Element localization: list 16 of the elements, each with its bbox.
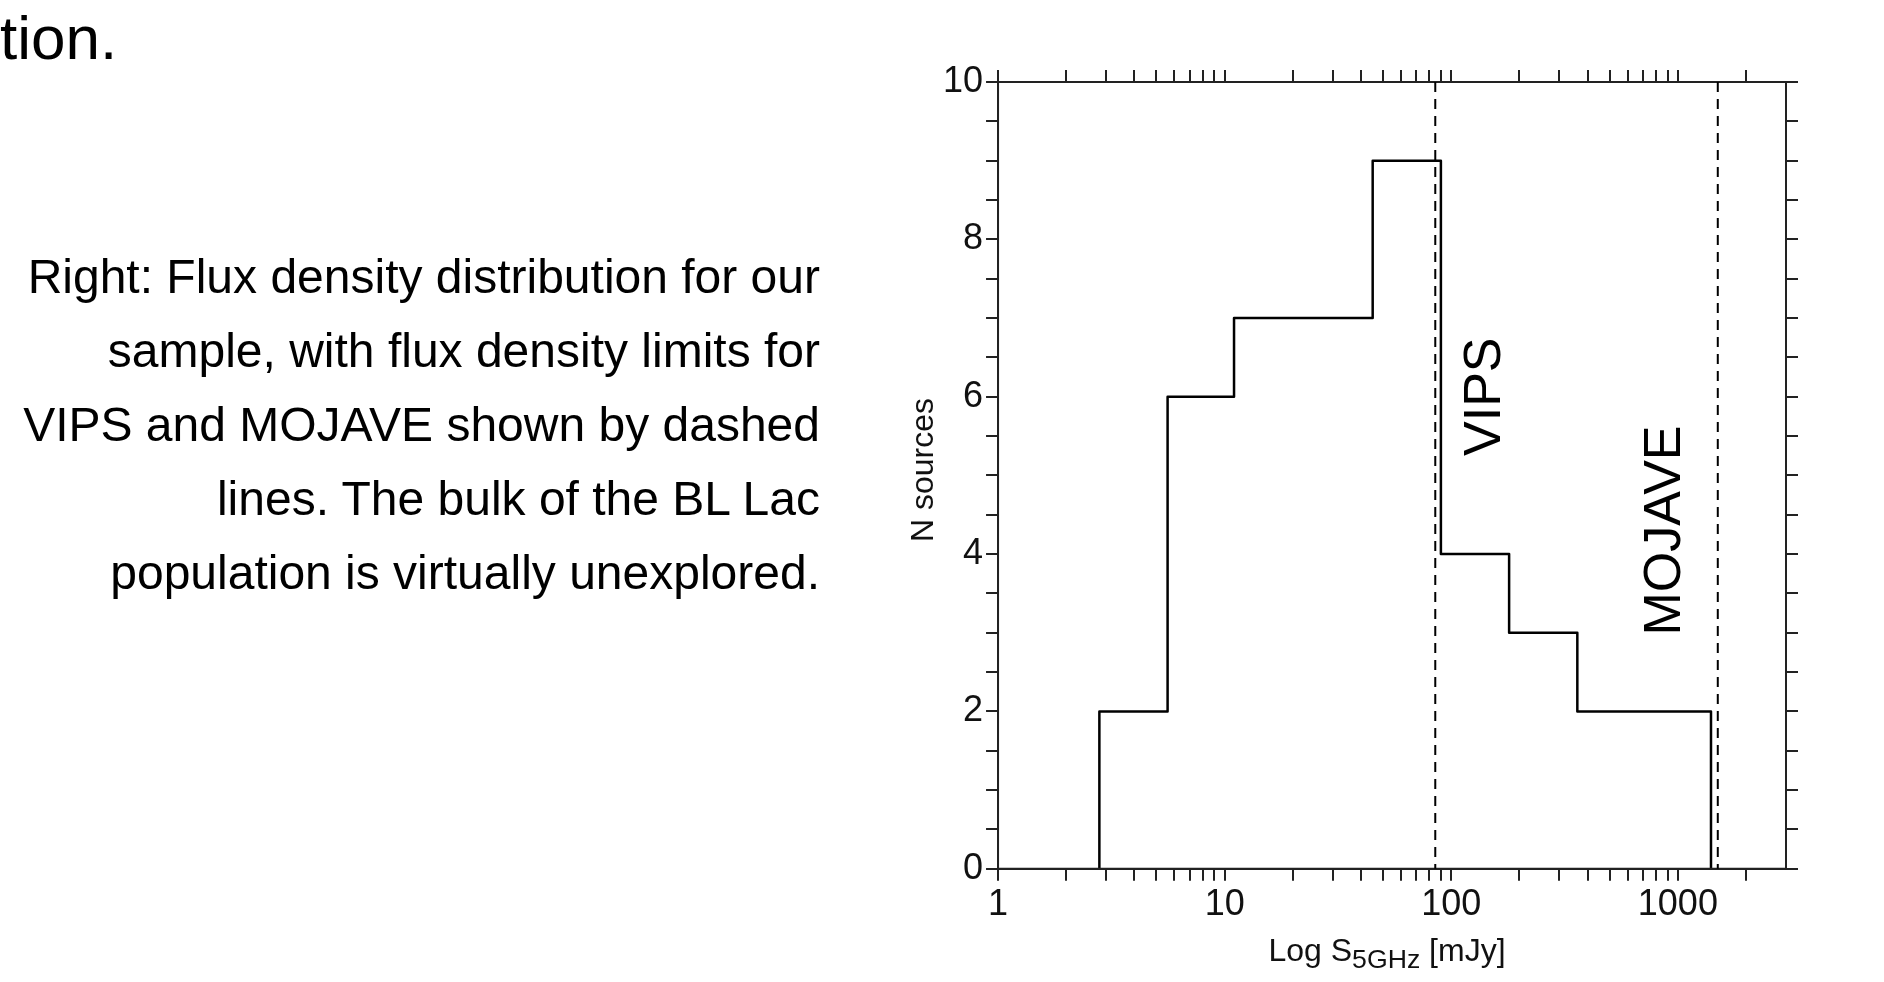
y-tick-label: 8 — [963, 216, 984, 258]
ref-line-label: MOJAVE — [1633, 425, 1692, 636]
y-tick-label: 6 — [963, 373, 984, 415]
x-tick-label: 1 — [988, 882, 1009, 924]
x-tick-label: 1000 — [1637, 882, 1718, 924]
text: tion. — [0, 3, 118, 73]
y-tick-label: 0 — [963, 845, 984, 887]
x-tick-label: 100 — [1421, 882, 1482, 924]
y-tick-label: 2 — [963, 688, 984, 730]
ref-line-label: VIPS — [1452, 337, 1511, 456]
y-axis-title: N sources — [903, 397, 941, 543]
x-tick-label: 10 — [1204, 882, 1245, 924]
x-axis-title: Log S$_{5GHz}$ [mJy] — [1268, 932, 1506, 976]
text: Right: Flux density distribution for our sample, with flux density limits for VIPS and MOJAVE shown by dashed lines. The bulk of the BL Lac population is virtually unexplored. — [22, 249, 820, 601]
y-tick-label: 4 — [963, 531, 984, 572]
y-tick-label: 10 — [943, 58, 984, 100]
